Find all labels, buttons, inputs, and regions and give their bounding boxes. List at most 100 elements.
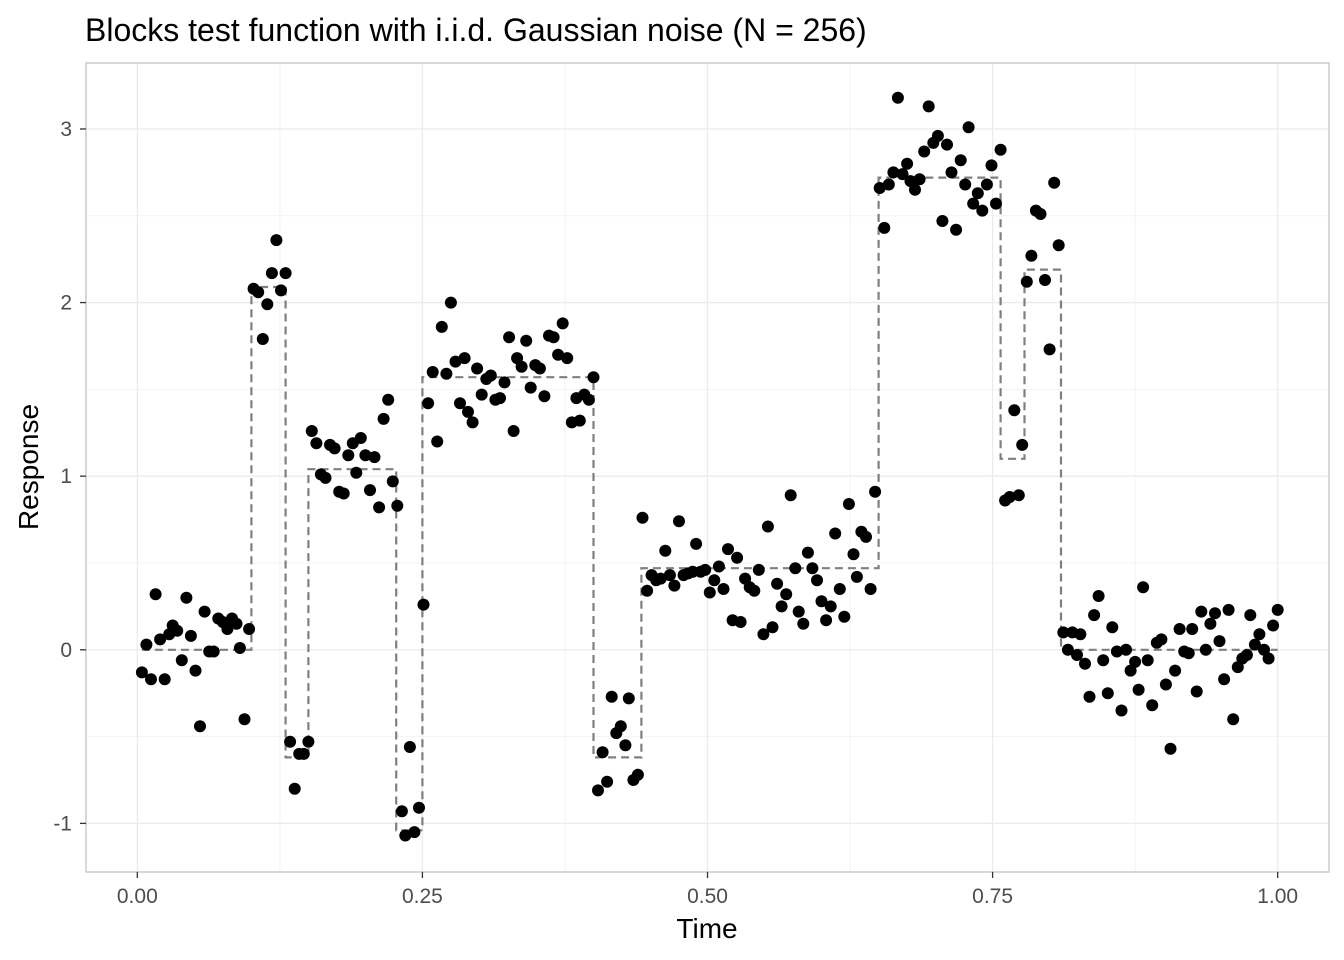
data-point [1146, 699, 1159, 712]
data-point [440, 367, 453, 380]
data-point [573, 414, 586, 427]
data-point [533, 362, 546, 375]
x-tick-label: 0.75 [972, 885, 1013, 908]
data-point [243, 623, 256, 635]
data-point [221, 623, 234, 635]
data-point [815, 595, 828, 608]
data-point [498, 376, 511, 389]
data-point [297, 747, 310, 760]
data-point [158, 673, 171, 686]
data-point [359, 449, 372, 462]
data-point [797, 617, 810, 630]
data-point [1079, 657, 1091, 670]
data-point [954, 154, 967, 167]
data-point [792, 605, 805, 618]
data-point [668, 579, 681, 592]
data-point [780, 588, 793, 601]
data-point [256, 333, 269, 345]
data-point [337, 487, 350, 500]
x-axis-title: Time [676, 913, 737, 944]
data-point [842, 498, 855, 510]
data-point [775, 600, 788, 613]
data-point [373, 501, 386, 514]
data-point [180, 591, 193, 604]
data-point [820, 614, 833, 627]
y-tick-label: 0 [60, 639, 72, 662]
data-point [592, 784, 604, 797]
data-point [1101, 687, 1114, 700]
data-point [1110, 645, 1123, 658]
x-tick-label: 0.25 [402, 885, 443, 908]
data-point [422, 397, 435, 410]
data-point [561, 352, 574, 365]
data-point [270, 234, 283, 247]
data-point [985, 159, 998, 172]
data-point [980, 178, 993, 191]
data-point [731, 551, 744, 564]
data-point [145, 673, 157, 686]
data-point [1039, 274, 1051, 286]
data-point [1169, 664, 1182, 677]
data-point [1209, 607, 1221, 620]
data-point [1271, 603, 1284, 616]
data-point [766, 621, 779, 634]
data-point [761, 520, 774, 533]
data-point [403, 741, 416, 753]
data-point [399, 829, 412, 842]
data-point [636, 511, 649, 524]
data-point [207, 645, 220, 658]
data-point [811, 574, 823, 587]
data-point [722, 543, 734, 556]
data-point [1088, 609, 1101, 622]
data-point [909, 183, 921, 196]
data-point [140, 638, 153, 651]
data-point [1071, 649, 1083, 661]
data-point [1159, 678, 1172, 691]
data-point [275, 284, 287, 297]
data-point [444, 296, 457, 309]
data-point [967, 197, 980, 210]
data-point [829, 527, 842, 540]
data-point [230, 617, 243, 630]
y-tick-label: 2 [60, 292, 72, 315]
data-point [342, 449, 355, 462]
data-point [712, 560, 725, 573]
major-gridlines [86, 63, 1329, 872]
data-point [1253, 628, 1266, 641]
data-point [1074, 628, 1087, 641]
data-point [994, 143, 1007, 156]
data-point [824, 600, 837, 613]
data-point [368, 451, 381, 464]
data-point [265, 267, 278, 280]
data-point [1164, 742, 1177, 755]
data-point [891, 91, 904, 104]
data-point [354, 432, 367, 444]
data-point [154, 633, 167, 646]
data-point [462, 405, 474, 418]
true-function-step-line [141, 176, 1278, 832]
data-point [135, 666, 148, 679]
data-point [673, 515, 685, 528]
data-point [663, 569, 676, 582]
data-point [806, 562, 819, 575]
data-point [703, 586, 716, 599]
data-point [494, 392, 506, 405]
data-point [171, 624, 184, 637]
data-point [950, 223, 963, 236]
data-point [391, 499, 404, 512]
data-point [717, 583, 730, 595]
data-point [1092, 590, 1105, 602]
data-point [878, 221, 891, 234]
data-point [1003, 491, 1016, 503]
data-point [833, 583, 846, 595]
data-point [659, 544, 672, 557]
x-tick-label: 1.00 [1257, 885, 1298, 908]
chart-title: Blocks test function with i.i.d. Gaussia… [85, 12, 867, 48]
data-point [1120, 643, 1132, 656]
data-point [552, 348, 565, 361]
data-point [1043, 343, 1056, 356]
data-point [198, 605, 211, 618]
data-point [556, 317, 569, 330]
